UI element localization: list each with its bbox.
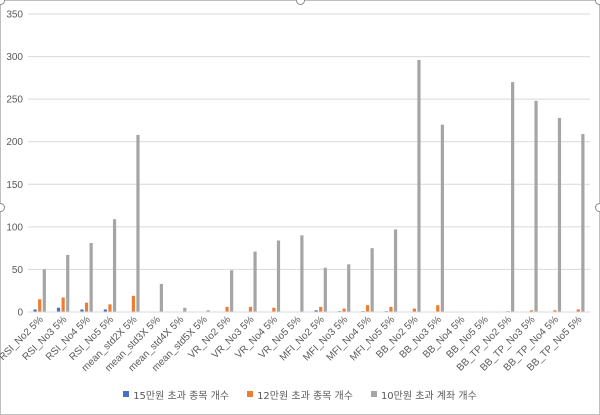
bar-series-3-8 — [206, 310, 210, 312]
bar-series-3-15 — [370, 248, 374, 312]
bar-series-2-4 — [108, 304, 112, 312]
bar-series-1-4 — [103, 309, 107, 312]
x-axis-ticks: RSI_No2 5%RSI_No3 5%RSI_No4 5%RSI_No5 5%… — [0, 314, 584, 374]
y-tick-label: 350 — [6, 10, 23, 21]
bar-series-3-14 — [347, 264, 351, 312]
bar-series-3-17 — [417, 59, 421, 312]
bar-series-3-13 — [323, 267, 327, 312]
bar-series-3-6 — [159, 283, 163, 312]
resize-handle-right[interactable] — [595, 203, 600, 212]
gridlines — [28, 13, 590, 270]
y-tick-label: 100 — [6, 222, 23, 233]
y-tick-label: 50 — [12, 265, 24, 276]
bar-series-2-9 — [225, 306, 229, 312]
bar-series-3-9 — [230, 270, 234, 312]
bar-series-3-1 — [42, 269, 46, 312]
bar-series-2-11 — [272, 307, 276, 312]
bar-series-3-21 — [511, 82, 515, 312]
bar-series-3-5 — [136, 134, 140, 312]
legend-label-series-2: 12만원 초과 종목 개수 — [257, 390, 353, 402]
resize-handle-top-left[interactable] — [0, 0, 5, 5]
bars — [33, 59, 585, 313]
y-tick-label: 200 — [6, 137, 23, 148]
bar-series-1-1 — [33, 309, 37, 312]
y-tick-label: 250 — [6, 95, 23, 106]
legend-item-series-3: 10만원 초과 계좌 개수 — [370, 387, 477, 402]
bar-series-3-11 — [276, 240, 281, 312]
bar-series-3-12 — [300, 235, 304, 312]
bar-series-3-7 — [183, 307, 187, 312]
bar-series-3-2 — [66, 254, 70, 312]
bar-series-2-16 — [389, 306, 393, 312]
y-tick-label: 0 — [17, 308, 23, 319]
bar-series-1-3 — [80, 309, 84, 312]
bar-series-3-22 — [534, 100, 538, 313]
legend-swatch-series-2 — [247, 391, 254, 397]
bar-series-3-24 — [581, 134, 585, 312]
legend-swatch-series-3 — [370, 391, 377, 397]
bar-series-3-23 — [557, 117, 562, 312]
y-tick-label: 300 — [6, 52, 23, 63]
legend-swatch-series-1 — [123, 391, 130, 397]
resize-handle-left[interactable] — [0, 203, 5, 212]
bar-series-2-18 — [436, 305, 440, 312]
bar-series-2-24 — [576, 309, 580, 312]
bar-series-2-23 — [553, 310, 557, 312]
bar-series-1-2 — [56, 307, 61, 312]
bar-series-2-22 — [529, 310, 534, 312]
y-axis-ticks: 0 50 100 150 200 250 300 350 — [6, 10, 23, 319]
legend-item-series-1: 15만원 초과 종목 개수 — [123, 387, 229, 402]
legend: 15만원 초과 종목 개수 12만원 초과 종목 개수 10만원 초과 계좌 개… — [0, 384, 600, 404]
legend-item-series-2: 12만원 초과 종목 개수 — [247, 387, 353, 402]
bar-series-2-1 — [38, 299, 42, 312]
bar-series-3-3 — [89, 243, 93, 312]
bar-series-2-15 — [365, 305, 370, 312]
resize-handle-top-right[interactable] — [595, 0, 600, 5]
bar-series-2-17 — [412, 308, 416, 312]
bar-series-3-4 — [112, 219, 117, 312]
legend-label-series-1: 15만원 초과 종목 개수 — [133, 390, 230, 402]
y-tick-label: 150 — [6, 180, 23, 191]
bar-series-3-10 — [253, 251, 257, 312]
bar-series-1-13 — [314, 310, 318, 312]
bar-series-2-14 — [342, 308, 346, 312]
bar-series-3-16 — [393, 229, 398, 312]
bar-series-2-13 — [319, 306, 323, 312]
resize-handle-top[interactable] — [296, 0, 305, 5]
bar-series-2-5 — [131, 295, 135, 312]
bar-series-2-10 — [248, 306, 253, 312]
bar-series-3-18 — [440, 124, 444, 312]
bar-series-2-3 — [84, 302, 89, 312]
bar-series-2-2 — [61, 297, 65, 312]
legend-label-series-3: 10만원 초과 계좌 개수 — [380, 390, 477, 402]
